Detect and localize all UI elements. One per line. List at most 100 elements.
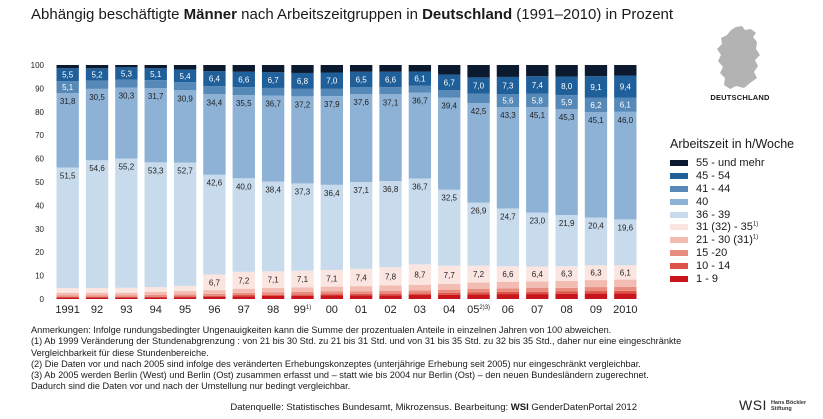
bar-segment bbox=[115, 87, 138, 159]
data-label: 6,7 bbox=[268, 76, 280, 85]
bar-segment bbox=[56, 292, 79, 296]
bar-segment bbox=[173, 90, 197, 163]
bar-segment bbox=[496, 76, 520, 95]
legend-item: 41 - 44 bbox=[670, 183, 820, 196]
bar-segment bbox=[555, 287, 578, 292]
note-line: (2) Die Daten vor und nach 2005 sind inf… bbox=[31, 358, 641, 369]
bar-segment bbox=[379, 94, 402, 182]
legend-item: 10 - 14 bbox=[670, 259, 820, 272]
bar-segment bbox=[379, 87, 402, 95]
bar-segment bbox=[496, 291, 520, 295]
y-tick-label: 30 bbox=[35, 225, 44, 234]
bar-segment bbox=[408, 85, 432, 93]
bar-segment bbox=[173, 297, 197, 299]
bar-segment bbox=[232, 271, 255, 289]
bar-segment bbox=[379, 181, 402, 268]
legend-label: 10 - 14 bbox=[696, 259, 731, 272]
data-label: 21,9 bbox=[559, 219, 575, 228]
bar-segment bbox=[467, 202, 490, 266]
bar-segment bbox=[144, 287, 167, 292]
data-label: 30,5 bbox=[89, 93, 105, 102]
bar-segment bbox=[115, 297, 138, 299]
data-label: 20,4 bbox=[588, 222, 604, 231]
data-label: 8,0 bbox=[561, 82, 573, 91]
data-label: 6,1 bbox=[414, 75, 426, 84]
bar-segment bbox=[408, 71, 432, 86]
bar-segment bbox=[467, 265, 490, 283]
data-label: 38,4 bbox=[265, 186, 281, 195]
y-tick-label: 60 bbox=[35, 155, 44, 164]
bar-segment bbox=[379, 293, 402, 296]
bar-segment bbox=[232, 65, 255, 72]
bar-segment bbox=[203, 295, 226, 297]
bar-segment bbox=[350, 295, 373, 299]
bar-segment bbox=[555, 108, 578, 215]
legend-label: 55 - und mehr bbox=[696, 157, 765, 170]
bar-segment bbox=[438, 90, 461, 98]
bar-segment bbox=[56, 81, 79, 94]
bar-segment bbox=[291, 295, 314, 299]
bar-segment bbox=[320, 72, 343, 89]
bar-segment bbox=[496, 208, 520, 267]
bar-segment bbox=[614, 75, 637, 98]
data-label: 37,3 bbox=[295, 187, 311, 196]
data-label: 36,7 bbox=[412, 97, 428, 106]
bar-segment bbox=[85, 80, 109, 89]
bar-segment bbox=[85, 295, 109, 297]
bar-segment bbox=[115, 295, 138, 297]
bar-segment bbox=[320, 295, 343, 299]
bar-segment bbox=[584, 97, 608, 113]
bar-segment bbox=[291, 96, 314, 184]
bar-segment bbox=[408, 284, 432, 291]
note-line: (1) Ab 1999 Veränderung der Stundenabgre… bbox=[31, 336, 682, 347]
data-label: 6,4 bbox=[209, 75, 221, 84]
bar-segment bbox=[350, 293, 373, 296]
bar-segment bbox=[496, 94, 520, 108]
x-tick-label: 07 bbox=[531, 304, 543, 316]
bar-segment bbox=[203, 296, 226, 299]
bar-segment bbox=[584, 76, 608, 98]
bar-segment bbox=[614, 279, 637, 287]
footnotes: Anmerkungen: Infolge rundungsbedingter U… bbox=[31, 325, 801, 393]
x-tick-label: 052)3) bbox=[467, 304, 490, 316]
legend-item: 36 - 39 bbox=[670, 208, 820, 221]
bar-segment bbox=[438, 294, 461, 299]
bar-segment bbox=[320, 294, 343, 296]
bar-segment bbox=[291, 287, 314, 292]
y-tick-label: 50 bbox=[35, 178, 44, 187]
data-label: 31,8 bbox=[60, 97, 76, 106]
bar-segment bbox=[438, 292, 461, 295]
bar-segment bbox=[379, 71, 402, 88]
data-label: 7,1 bbox=[268, 276, 280, 285]
data-label: 37,6 bbox=[353, 98, 369, 107]
bar-segment bbox=[467, 77, 490, 94]
bar-segment bbox=[115, 65, 138, 68]
bar-segment bbox=[232, 292, 255, 296]
logo-main: WSI bbox=[739, 397, 767, 413]
germany-map-icon bbox=[717, 26, 760, 89]
bar-segment bbox=[203, 274, 226, 291]
bar-segment bbox=[526, 76, 549, 94]
data-label: 46,0 bbox=[618, 116, 634, 125]
bar-segment bbox=[261, 288, 285, 293]
bar-segment bbox=[85, 296, 109, 298]
data-label: 6,2 bbox=[590, 101, 602, 110]
bar-segment bbox=[261, 292, 285, 295]
bar-segment bbox=[584, 291, 608, 294]
bar-segment bbox=[203, 71, 226, 87]
bar-segment bbox=[261, 294, 285, 296]
bar-segment bbox=[203, 290, 226, 294]
bar-segment bbox=[261, 65, 285, 73]
data-label: 8,7 bbox=[414, 271, 426, 280]
bar-segment bbox=[144, 162, 167, 288]
bar-segment bbox=[56, 93, 79, 168]
data-label: 31,7 bbox=[148, 92, 164, 101]
data-label: 45,1 bbox=[588, 116, 604, 125]
bar-segment bbox=[408, 293, 432, 296]
x-tick-label: 94 bbox=[150, 304, 162, 316]
legend-label: 36 - 39 bbox=[696, 208, 731, 221]
bar-segment bbox=[467, 103, 490, 203]
data-label: 39,4 bbox=[441, 102, 457, 111]
bar-segment bbox=[291, 291, 314, 295]
bar-segment bbox=[614, 219, 637, 266]
